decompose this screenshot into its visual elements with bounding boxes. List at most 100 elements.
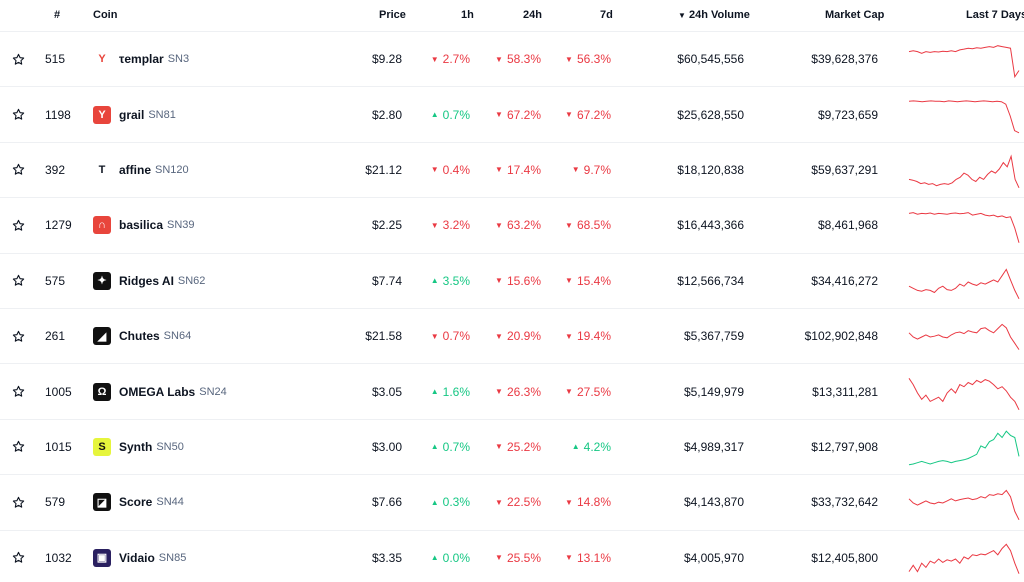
coin-cell[interactable]: ◪ Score SN44 — [93, 475, 184, 529]
table-row[interactable]: 1015 S Synth SN50 $3.00 ▲ 0.7% ▼ 25.2% ▲ 4.2% $4,98… — [0, 420, 1024, 476]
coin-name[interactable]: Vidaio — [119, 550, 155, 565]
watchlist-star-icon[interactable] — [12, 531, 26, 582]
sparkline-chart — [908, 309, 1020, 363]
volume-cell: $12,566,734 — [677, 273, 744, 288]
coin-name[interactable]: OMEGA Labs — [119, 384, 196, 399]
sparkline-chart — [908, 475, 1020, 529]
market-cap-cell: $34,416,272 — [811, 273, 878, 288]
caret-down-icon: ▼ — [565, 220, 573, 230]
coin-cell[interactable]: Ω OMEGA Labs SN24 — [93, 364, 227, 418]
price-cell: $2.80 — [371, 107, 402, 122]
sparkline-svg — [908, 323, 1020, 351]
vidaio-logo-icon: ▣ — [93, 548, 111, 567]
sparkline-line — [908, 99, 1020, 133]
coin-name[interactable]: Synth — [119, 439, 153, 454]
coin-cell[interactable]: S Synth SN50 — [93, 420, 184, 474]
coin-symbol: SN85 — [158, 551, 187, 564]
volume-cell: $5,367,759 — [683, 329, 744, 344]
watchlist-star-icon[interactable] — [12, 420, 26, 474]
rank-cell: 1198 — [45, 107, 71, 122]
change-24h: ▼ 63.2% — [478, 198, 541, 252]
coin-name[interactable]: Chutes — [119, 329, 160, 344]
coin-cell[interactable]: ◢ Chutes SN64 — [93, 309, 191, 363]
change-24h-value: ▼ 22.5% — [495, 495, 541, 509]
sparkline-svg — [908, 430, 1020, 466]
table-row[interactable]: 261 ◢ Chutes SN64 $21.58 ▼ 0.7% ▼ 20.9% ▼ 19.4% $5,… — [0, 309, 1024, 365]
col-market-cap-header[interactable]: Market Cap — [825, 9, 885, 21]
price-cell: $21.58 — [365, 329, 402, 344]
change-24h: ▼ 25.2% — [478, 420, 541, 474]
watchlist-star-icon[interactable] — [12, 309, 26, 363]
table-row[interactable]: 1005 Ω OMEGA Labs SN24 $3.05 ▲ 1.6% ▼ 26.3% ▼ 27.5… — [0, 364, 1024, 420]
watchlist-star-icon[interactable] — [12, 32, 26, 86]
change-1h: ▲ 0.0% — [410, 531, 470, 582]
table-row[interactable]: 1032 ▣ Vidaio SN85 $3.35 ▲ 0.0% ▼ 25.5% ▼ 13.1% $4,… — [0, 531, 1024, 582]
change-1h-text: 0.0% — [442, 550, 470, 565]
change-7d: ▼ 15.4% — [548, 254, 611, 308]
col-price-header[interactable]: Price — [379, 9, 406, 21]
change-24h: ▼ 20.9% — [478, 309, 541, 363]
coin-name[interactable]: affine — [119, 162, 152, 177]
change-24h-text: 67.2% — [506, 107, 541, 122]
change-7d-text: 14.8% — [576, 495, 611, 510]
col-rank-header[interactable]: # — [54, 9, 61, 21]
change-1h-value: ▲ 0.7% — [431, 440, 470, 454]
change-1h-value: ▼ 0.4% — [431, 163, 470, 177]
sparkline-line — [908, 45, 1020, 79]
market-cap-cell: $39,628,376 — [811, 52, 878, 67]
caret-up-icon: ▲ — [430, 276, 439, 286]
coin-symbol: SN44 — [156, 496, 184, 509]
caret-down-icon: ▼ — [565, 110, 573, 120]
coin-name[interactable]: grail — [119, 107, 145, 122]
change-24h-value: ▼ 17.4% — [495, 163, 541, 177]
change-7d-text: 56.3% — [576, 52, 611, 67]
change-1h: ▼ 0.7% — [410, 309, 470, 363]
change-7d-value: ▼ 56.3% — [565, 52, 611, 66]
change-7d: ▼ 13.1% — [548, 531, 611, 582]
watchlist-star-icon[interactable] — [12, 87, 26, 141]
col-coin-header[interactable]: Coin — [93, 9, 118, 21]
change-7d-value: ▼ 14.8% — [565, 495, 611, 509]
coin-name[interactable]: τemplar — [119, 52, 164, 67]
col-volume-header[interactable]: 24h Volume — [689, 9, 750, 21]
col-24h-header[interactable]: 24h — [523, 9, 542, 21]
caret-down-icon: ▼ — [495, 331, 503, 341]
change-1h: ▲ 1.6% — [410, 364, 470, 418]
watchlist-star-icon[interactable] — [12, 254, 26, 308]
change-24h-value: ▼ 15.6% — [495, 274, 541, 288]
change-24h: ▼ 67.2% — [478, 87, 541, 141]
change-24h-value: ▼ 58.3% — [495, 52, 541, 66]
coin-name[interactable]: basilica — [119, 218, 164, 233]
change-7d: ▼ 56.3% — [548, 32, 611, 86]
caret-down-icon: ▼ — [495, 220, 503, 230]
sparkline-line — [908, 323, 1020, 351]
coin-name[interactable]: Score — [119, 495, 153, 510]
table-row[interactable]: 579 ◪ Score SN44 $7.66 ▲ 0.3% ▼ 22.5% ▼ 14.8% $4,14… — [0, 475, 1024, 531]
watchlist-star-icon[interactable] — [12, 198, 26, 252]
col-1h-header[interactable]: 1h — [461, 9, 474, 21]
coin-name[interactable]: Ridges AI — [119, 273, 174, 288]
rank-cell: 1015 — [45, 439, 72, 454]
coin-cell[interactable]: ✦ Ridges AI SN62 — [93, 254, 205, 308]
change-1h: ▼ 3.2% — [410, 198, 470, 252]
change-24h: ▼ 25.5% — [478, 531, 541, 582]
change-24h-value: ▼ 26.3% — [495, 385, 541, 399]
watchlist-star-icon[interactable] — [12, 143, 26, 197]
market-cap-cell: $12,797,908 — [811, 439, 878, 454]
watchlist-star-icon[interactable] — [12, 475, 26, 529]
coin-cell[interactable]: ▣ Vidaio SN85 — [93, 531, 186, 582]
table-row[interactable]: 1279 ∩ basilica SN39 $2.25 ▼ 3.2% ▼ 63.2% ▼ 68.5% $… — [0, 198, 1024, 254]
coin-symbol: SN64 — [163, 330, 192, 343]
col-7d-header[interactable]: 7d — [600, 9, 613, 21]
watchlist-star-icon[interactable] — [12, 364, 26, 418]
change-7d: ▲ 4.2% — [548, 420, 611, 474]
table-row[interactable]: 575 ✦ Ridges AI SN62 $7.74 ▲ 3.5% ▼ 15.6% ▼ 15.4% $… — [0, 254, 1024, 309]
coin-cell[interactable]: ∩ basilica SN39 — [93, 198, 195, 252]
